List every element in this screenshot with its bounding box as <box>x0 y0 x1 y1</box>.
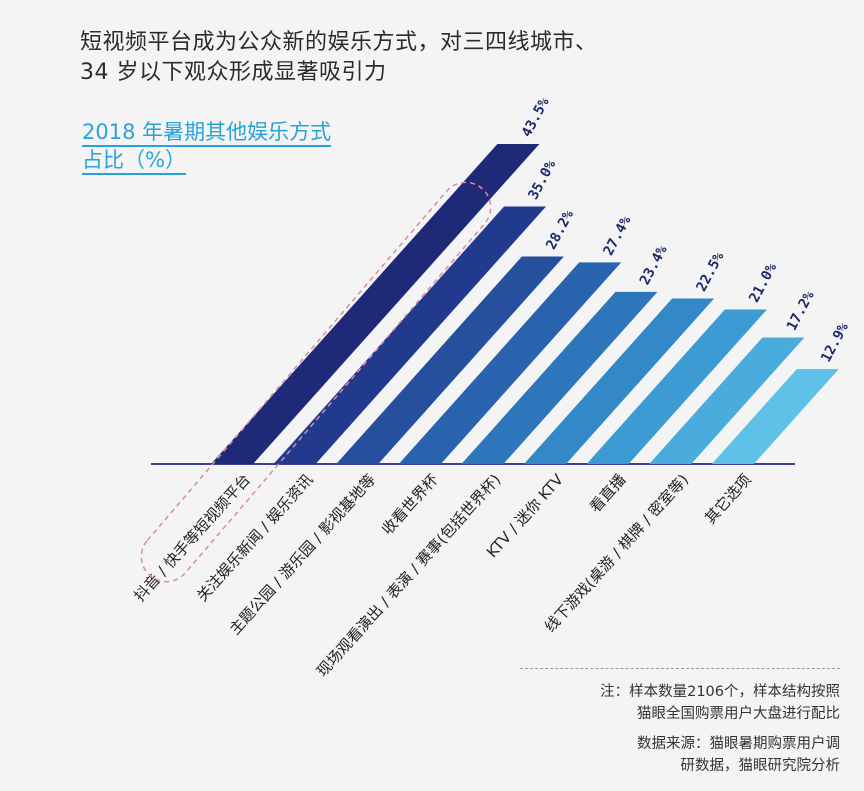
value-label-6: 22.5% <box>694 249 728 294</box>
value-label-9: 12.9% <box>818 320 852 365</box>
note-line-2: 猫眼全国购票用户大盘进行配比 <box>637 706 840 722</box>
bar-3 <box>336 256 564 464</box>
value-label-1: 43.5% <box>519 95 553 140</box>
value-label-7: 21.0% <box>746 260 780 305</box>
source-line-1: 数据来源：猫眼暑期购票用户调 <box>637 736 840 752</box>
chart-title: 2018 年暑期其他娱乐方式 占比（%） <box>82 118 332 175</box>
category-label-7: 看直播 <box>586 471 629 516</box>
category-label-2: 关注娱乐新闻 / 娱乐资讯 <box>193 471 317 605</box>
bar-4 <box>398 262 622 464</box>
value-label-4: 27.4% <box>601 213 635 258</box>
headline-line-2: 34 岁以下观众形成显著吸引力 <box>80 60 387 85</box>
chart-title-line-2: 占比（%） <box>82 148 186 175</box>
headline: 短视频平台成为公众新的娱乐方式，对三四线城市、 34 岁以下观众形成显著吸引力 <box>80 28 680 88</box>
bar-5 <box>461 291 658 464</box>
value-label-5: 23.4% <box>637 243 671 288</box>
bar-2 <box>273 206 547 464</box>
bar-6 <box>524 298 715 464</box>
source-line-2: 研数据，猫眼研究院分析 <box>680 758 841 774</box>
note-line-1: 注：样本数量2106个，样本结构按照 <box>600 684 840 700</box>
bar-1 <box>211 144 540 464</box>
bar-7 <box>586 309 767 464</box>
chart-title-line-1: 2018 年暑期其他娱乐方式 <box>82 120 332 147</box>
footnotes: 注：样本数量2106个，样本结构按照 猫眼全国购票用户大盘进行配比 数据来源：猫… <box>520 668 840 777</box>
headline-line-1: 短视频平台成为公众新的娱乐方式，对三四线城市、 <box>80 30 598 55</box>
bar-9 <box>711 369 839 464</box>
value-label-8: 17.2% <box>784 288 818 333</box>
bar-8 <box>649 337 805 464</box>
highlight-outline <box>140 181 492 583</box>
highlight-capsule <box>140 181 492 583</box>
value-label-2: 35.0% <box>525 157 559 202</box>
category-label-9: 其它选项 <box>701 471 755 528</box>
category-label-4: 收看世界杯 <box>378 471 442 539</box>
value-label-3: 28.2% <box>543 207 577 252</box>
